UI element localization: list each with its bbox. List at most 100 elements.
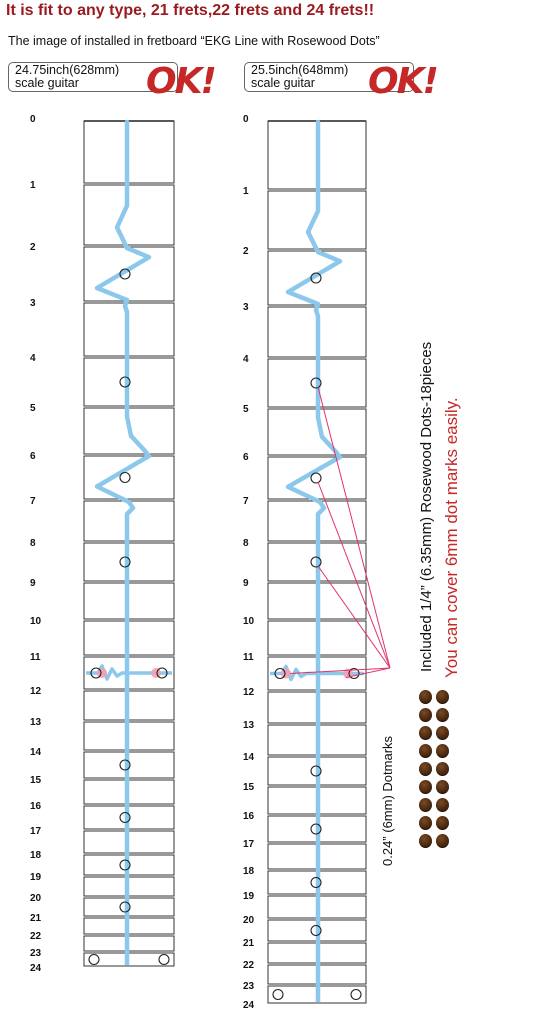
right-dotmark [310,823,322,835]
right-dotmark [310,556,322,568]
rosewood-dot-icon [419,690,432,704]
right-fret-number: 7 [243,496,249,507]
cover-dotmarks-caption: You can cover 6mm dot marks easily. [442,397,462,678]
rosewood-dot-icon [436,798,449,812]
right-highlight-dot [343,668,353,679]
left-fret-number: 23 [30,948,42,959]
rosewood-dot-row [419,726,449,740]
left-fret-number: 10 [30,616,42,627]
rosewood-dot-row [419,816,449,830]
left-fret-number: 14 [30,747,42,758]
left-fret-number: 12 [30,686,42,697]
left-fret-number: 22 [30,931,42,942]
right-dotmark [350,988,362,1001]
right-ok-mark: OK! [368,61,439,102]
left-dotmark [119,471,131,484]
rosewood-dot-icon [436,690,449,704]
right-fret-number: 24 [243,1000,255,1011]
right-fret-number: 16 [243,811,255,822]
rosewood-dot-icon [436,744,449,758]
rosewood-dot-icon [419,726,432,740]
headline: It is fit to any type, 21 frets,22 frets… [6,2,375,19]
right-scale-line2: scale guitar [251,76,315,90]
rosewood-dot-row [419,834,449,848]
right-fret-number: 21 [243,938,255,949]
leader-line [289,667,391,674]
rosewood-dot-row [419,744,449,758]
left-dotmark [119,376,131,388]
left-dotmark [158,953,170,966]
right-dotmark [310,924,322,937]
left-dotmark [119,268,131,280]
rosewood-dot-row [419,762,449,776]
right-fret-number: 20 [243,915,255,926]
rosewood-dots-caption-text: Included 1/4” (6.35mm) Rosewood Dots-18p… [418,341,435,672]
rosewood-dot-row [419,780,449,794]
left-dotmark [119,759,131,771]
rosewood-dot-icon [419,798,432,812]
rosewood-dot-icon [436,780,449,794]
rosewood-dot-row [419,798,449,812]
rosewood-dot-icon [419,816,432,830]
rosewood-dots-group [419,690,449,848]
leader-line [345,667,391,678]
left-fret-number: 19 [30,872,42,883]
left-fret-number: 11 [30,652,41,663]
right-dotmark [310,472,322,484]
right-dotmark [310,377,322,389]
left-fret-number: 0 [30,114,36,125]
right-fret-number: 3 [243,302,249,313]
left-fret-number: 20 [30,893,42,904]
left-dotmark [119,901,131,913]
right-scale-box: 25.5inch(648mm) scale guitar [244,62,414,92]
dotmarks-caption-text: 0.24” (6mm) Dotmarks [380,735,395,866]
left-fret-cell [83,246,175,302]
right-fret-number: 23 [243,981,255,992]
rosewood-dot-icon [419,834,432,848]
rosewood-dot-row [419,690,449,704]
left-fret-number: 15 [30,775,42,786]
left-fret-number: 16 [30,801,42,812]
left-ekg-line-upper [94,119,152,673]
right-fret-number: 15 [243,782,255,793]
left-fret-number: 7 [30,496,36,507]
left-fret-number: 24 [30,963,42,974]
right-fret-number: 11 [243,652,254,663]
right-dotmark [310,765,322,777]
right-dotmark [348,667,360,680]
right-fret-number: 18 [243,866,255,877]
right-fret-number: 14 [243,752,255,763]
right-fret-number: 6 [243,452,249,463]
rosewood-dot-row [419,708,449,722]
right-fret-number: 12 [243,687,255,698]
right-fret-cell [267,250,367,306]
left-fret-number: 4 [30,353,36,364]
rosewood-dot-icon [436,816,449,830]
right-fret-number: 0 [243,114,249,125]
left-scale-line1: 24.75inch(628mm) [15,63,120,77]
left-fret-number: 2 [30,242,36,253]
left-fret-number: 5 [30,403,36,414]
right-fret-number: 8 [243,538,249,549]
dotmarks-caption: 0.24” (6mm) Dotmarks [380,736,395,866]
right-fret-number: 13 [243,720,255,731]
subline: The image of installed in fretboard “EKG… [8,34,380,48]
left-fret-number: 8 [30,538,36,549]
right-dotmark [274,667,286,680]
right-highlight-dot [281,668,291,679]
rosewood-dot-icon [436,708,449,722]
leader-line [317,565,391,669]
leader-line [317,386,391,669]
left-fret-cell [83,455,175,500]
right-fret-number: 9 [243,578,249,589]
right-ekg-line-upper [285,119,343,673]
right-fret-cell [267,456,367,500]
left-fret-number: 18 [30,850,42,861]
right-fret-number: 5 [243,404,249,415]
left-dotmark [156,667,168,679]
left-scale-line2: scale guitar [15,76,79,90]
rosewood-dots-caption: Included 1/4” (6.35mm) Rosewood Dots-18p… [418,342,435,672]
left-fret-number: 17 [30,826,42,837]
right-scale-line1: 25.5inch(648mm) [251,63,349,77]
right-fret-number: 22 [243,960,255,971]
